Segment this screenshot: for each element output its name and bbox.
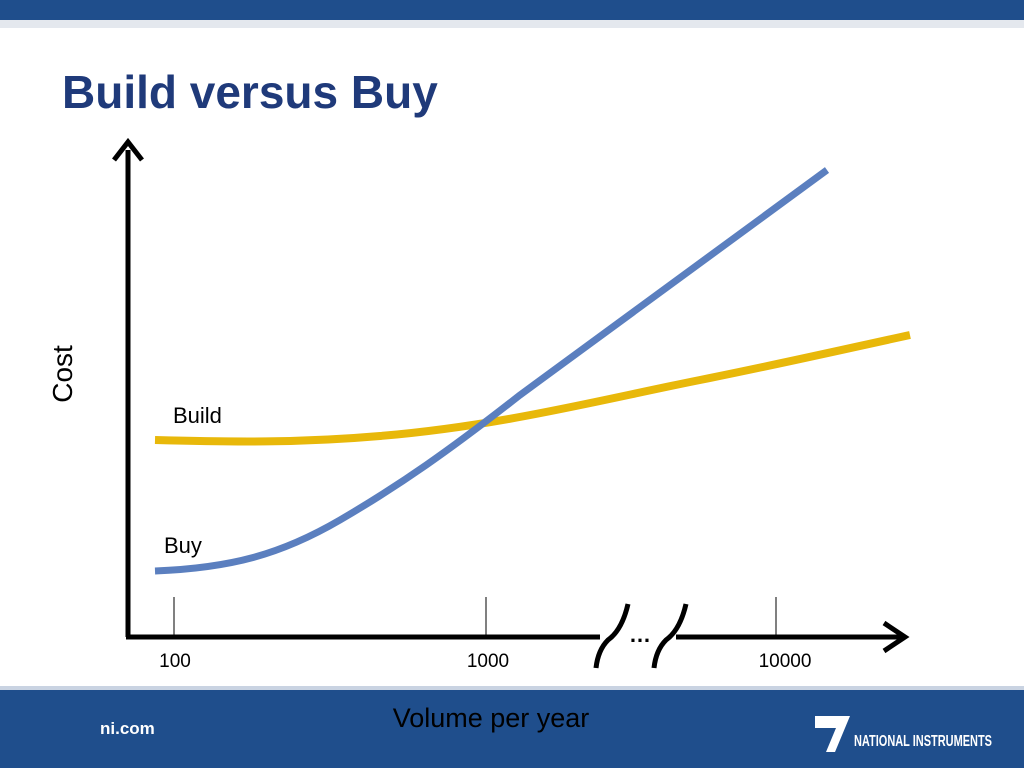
title: Build versus Buy bbox=[62, 66, 438, 118]
x-tick-label: 10000 bbox=[759, 651, 812, 672]
top-shade bbox=[0, 20, 1024, 28]
x-arrow bbox=[882, 620, 910, 654]
y-arrow bbox=[112, 137, 144, 162]
break-ellipsis: … bbox=[629, 622, 651, 647]
footer-site: ni.com bbox=[100, 719, 155, 738]
footer-logo: NATIONAL INSTRUMENTS bbox=[854, 733, 992, 750]
buy-curve bbox=[154, 167, 830, 575]
axis-break bbox=[651, 603, 689, 669]
x-axis-label: Volume per year bbox=[393, 703, 590, 733]
footer-shade bbox=[0, 686, 1024, 690]
axis-break bbox=[593, 603, 631, 669]
x-tick-label: 100 bbox=[159, 651, 191, 672]
logo-mark bbox=[815, 716, 850, 752]
top-bar bbox=[0, 0, 1024, 20]
curve-label: Buy bbox=[164, 533, 202, 558]
build-curve bbox=[154, 331, 911, 446]
y-axis-label: Cost bbox=[47, 345, 78, 403]
curve-label: Build bbox=[173, 403, 222, 428]
x-tick-label: 1000 bbox=[467, 651, 509, 672]
footer-bar bbox=[0, 690, 1024, 768]
